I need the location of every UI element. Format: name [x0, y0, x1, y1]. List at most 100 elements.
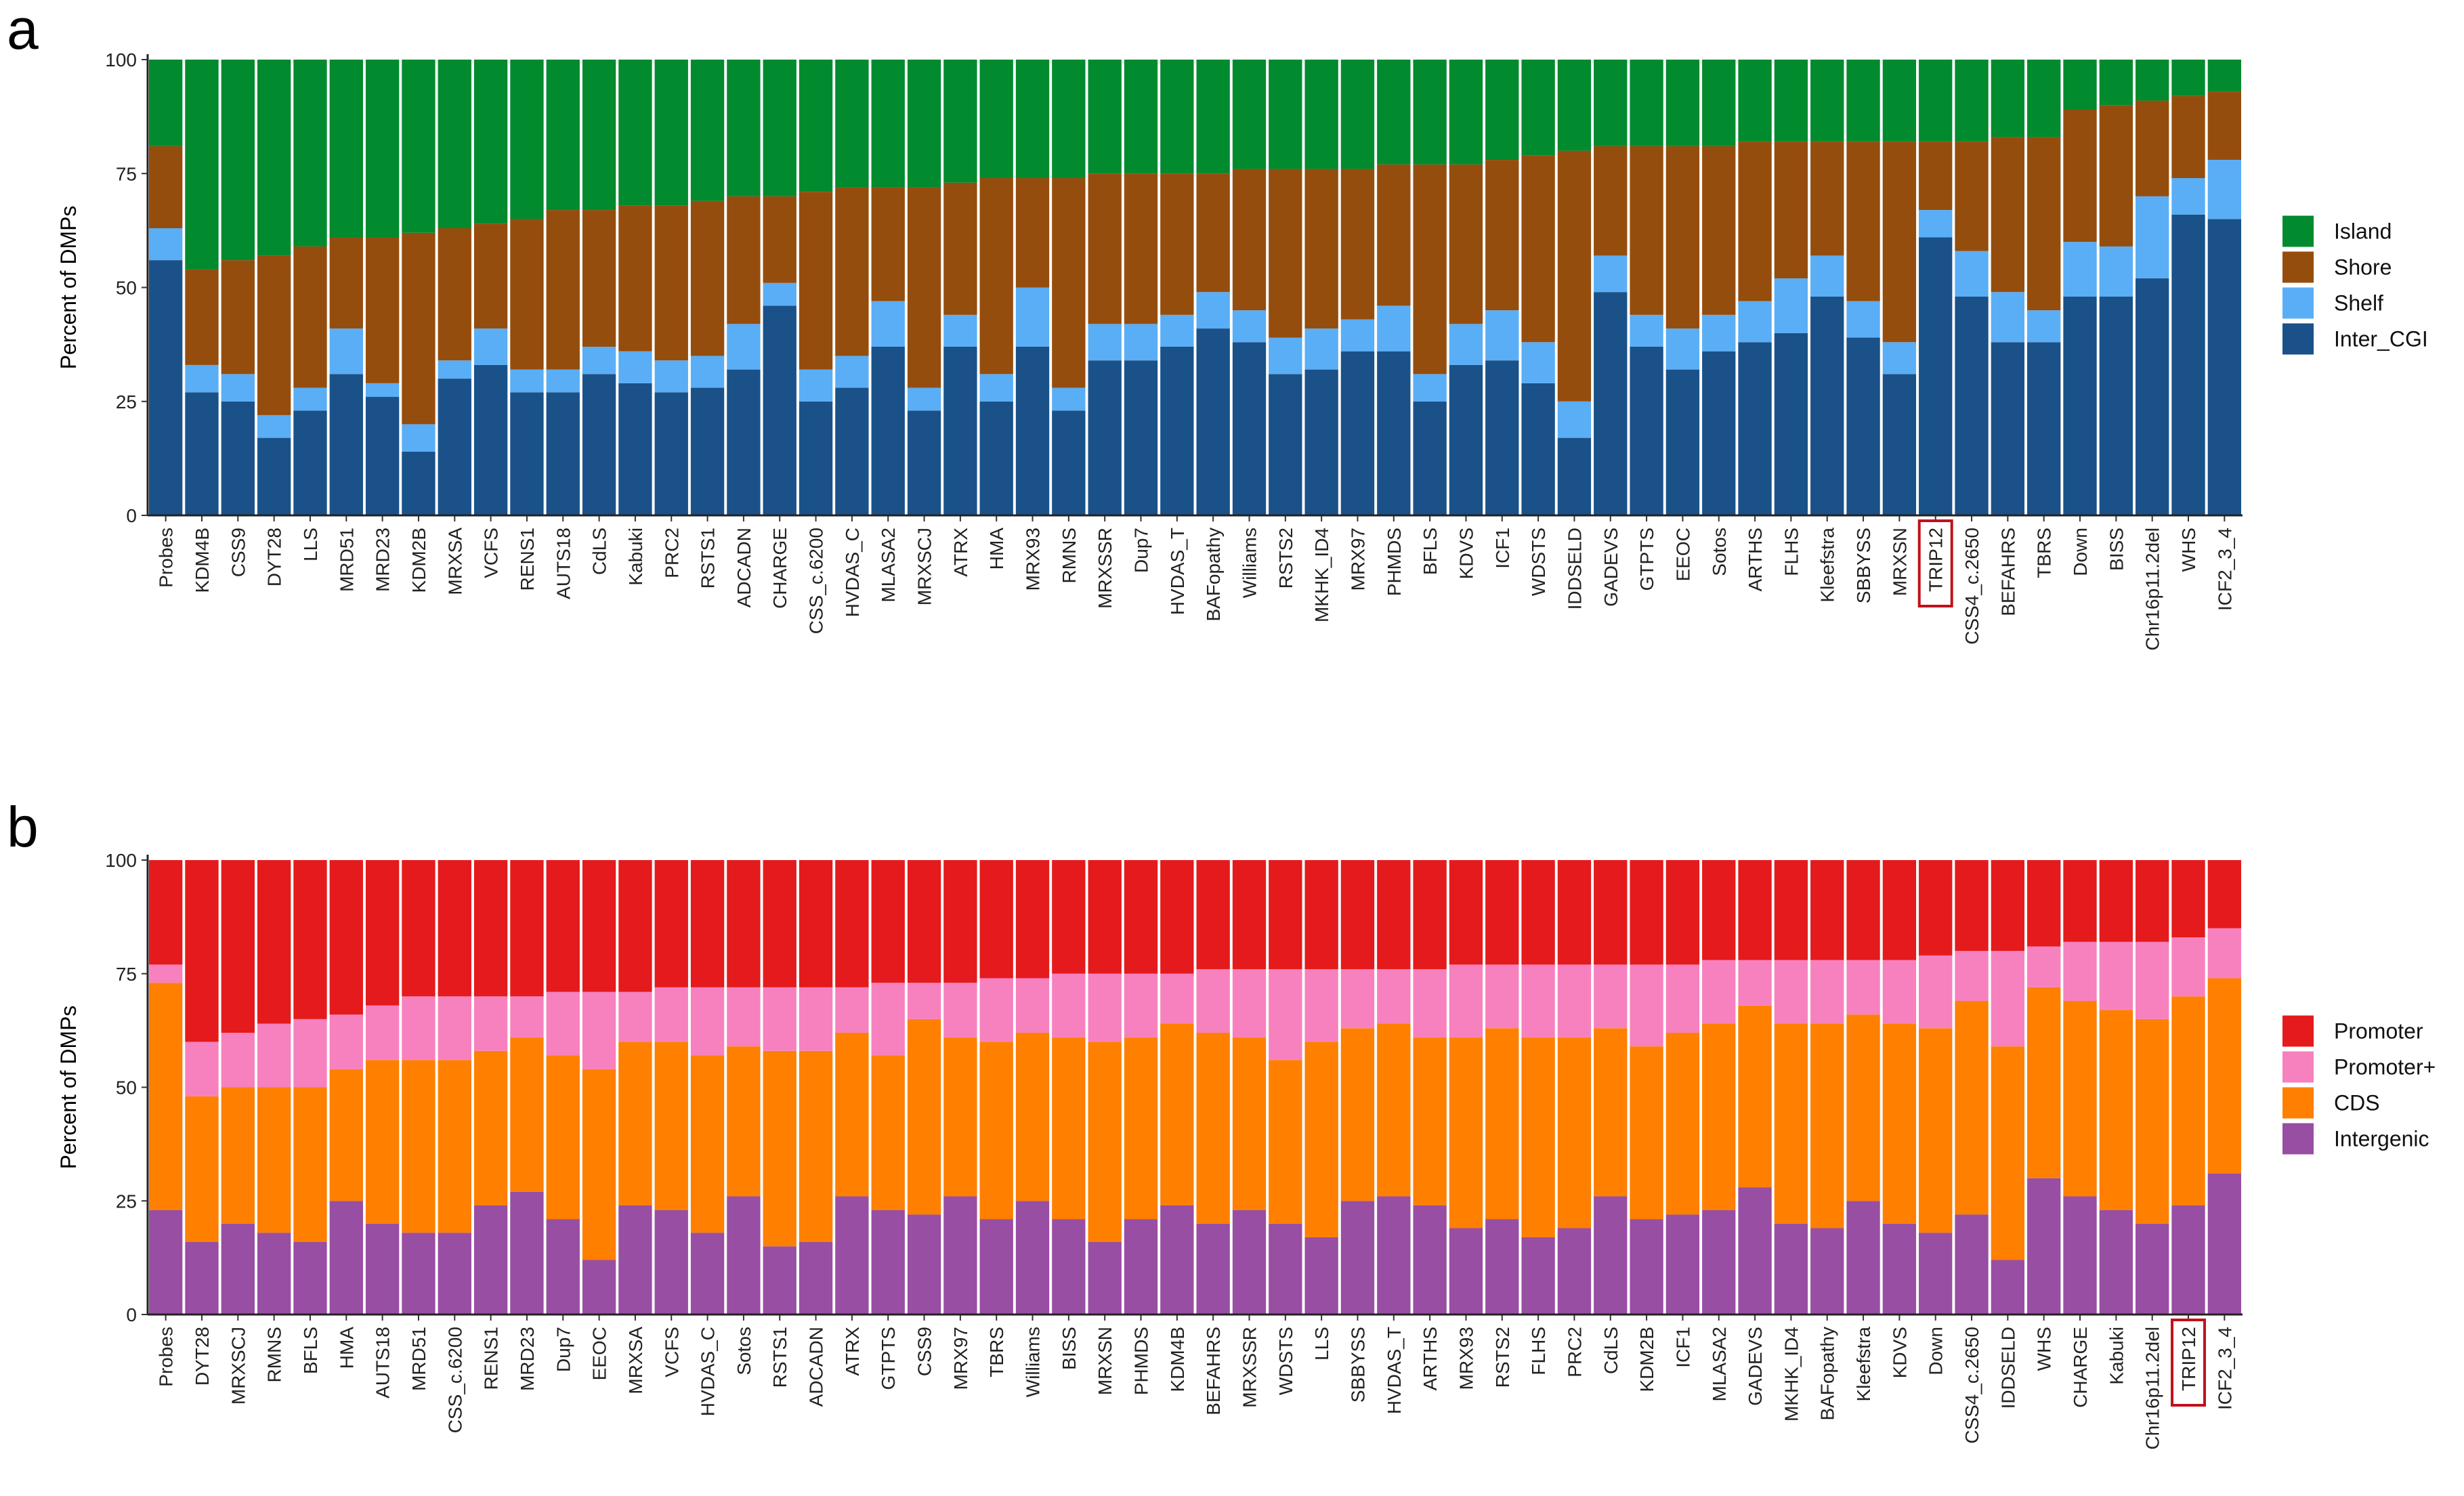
bar-segment: [546, 991, 580, 1056]
bar-group: [221, 860, 255, 1315]
bar-segment: [690, 860, 725, 987]
bar-group: [979, 60, 1013, 515]
bar-group: [1196, 60, 1230, 515]
legend-label: Intergenic: [2334, 1127, 2429, 1151]
legend-swatch: [2282, 251, 2314, 283]
bar-segment: [1340, 969, 1375, 1029]
bar-segment: [1594, 1028, 1628, 1197]
bar-group: [1449, 860, 1483, 1315]
bar-segment: [1304, 1042, 1338, 1237]
bar-group: [1521, 60, 1555, 515]
bar-segment: [546, 392, 580, 515]
bar-group: [727, 60, 761, 515]
bar-group: [365, 860, 400, 1315]
bar-segment: [835, 1196, 869, 1315]
bar-segment: [1991, 292, 2025, 343]
bar-group: [221, 60, 255, 515]
bar-segment: [1991, 60, 2025, 137]
x-tick-label: FLHS: [1528, 1327, 1549, 1375]
bar-segment: [329, 374, 363, 515]
bar-segment: [221, 1032, 255, 1088]
bar-segment: [365, 860, 400, 1006]
bar-segment: [2099, 941, 2133, 1010]
bar-segment: [149, 228, 183, 261]
bar-segment: [1665, 1032, 1700, 1215]
bar-segment: [1521, 860, 1555, 965]
panel-letter: b: [7, 795, 39, 859]
bar-segment: [690, 356, 725, 388]
bar-group: [365, 60, 400, 515]
x-tick-label: MRXSSR: [1239, 1327, 1260, 1408]
bar-segment: [293, 387, 327, 411]
x-tick-label: CHARGE: [2070, 1327, 2091, 1408]
bar-segment: [149, 964, 183, 983]
bar-segment: [149, 983, 183, 1210]
bar-segment: [1304, 328, 1338, 370]
bar-segment: [1015, 1201, 1050, 1315]
bar-segment: [1738, 1187, 1772, 1315]
bar-group: [438, 860, 471, 1315]
bar-segment: [257, 860, 291, 1024]
bar-segment: [1557, 964, 1592, 1038]
bar-segment: [2207, 60, 2241, 92]
bar-segment: [1810, 960, 1844, 1024]
bar-segment: [329, 328, 363, 375]
bar-segment: [438, 360, 471, 379]
bar-segment: [690, 387, 725, 515]
bar-segment: [1015, 177, 1050, 288]
bar-segment: [149, 60, 183, 146]
bar-segment: [1810, 296, 1844, 515]
bar-segment: [763, 305, 796, 515]
bar-segment: [618, 383, 652, 515]
bar-segment: [1919, 237, 1953, 515]
bar-segment: [943, 314, 977, 347]
x-tick-label: ADCADN: [806, 1327, 827, 1407]
bar-segment: [1846, 142, 1880, 301]
bar-segment: [2136, 941, 2169, 1019]
bar-segment: [402, 860, 436, 997]
bar-group: [329, 860, 363, 1315]
bar-segment: [690, 60, 725, 201]
bar-segment: [1991, 860, 2025, 952]
bar-group: [473, 60, 508, 515]
bar-group: [1738, 860, 1772, 1315]
bar-segment: [1160, 173, 1194, 315]
bar-segment: [510, 60, 544, 219]
bar-segment: [871, 187, 905, 301]
y-axis-title: Percent of DMPs: [56, 1006, 81, 1170]
bar-segment: [835, 1032, 869, 1197]
bar-segment: [1882, 60, 1917, 142]
x-tick-label: MRXSA: [625, 1327, 646, 1394]
bar-segment: [1304, 1237, 1338, 1315]
bar-segment: [293, 1087, 327, 1242]
bar-segment: [1991, 1260, 2025, 1315]
bar-segment: [943, 60, 977, 183]
bar-group: [618, 60, 652, 515]
x-tick-label: ATRX: [842, 1327, 863, 1376]
bar-group: [1846, 860, 1880, 1315]
bar-segment: [979, 1219, 1013, 1315]
bar-group: [799, 60, 833, 515]
bar-segment: [2136, 1223, 2169, 1315]
bar-segment: [365, 1005, 400, 1061]
bar-segment: [1413, 374, 1447, 402]
bar-segment: [727, 369, 761, 515]
x-tick-label: PRC2: [1564, 1327, 1585, 1377]
bar-segment: [1160, 860, 1194, 974]
bar-segment: [1702, 960, 1736, 1024]
bar-group: [943, 60, 977, 515]
bar-group: [2136, 860, 2169, 1315]
bar-segment: [2136, 860, 2169, 942]
bar-segment: [654, 1210, 688, 1315]
bar-group: [1340, 60, 1375, 515]
bar-segment: [402, 996, 436, 1061]
bar-segment: [221, 1087, 255, 1224]
bar-segment: [2027, 946, 2061, 987]
bar-segment: [546, 1219, 580, 1315]
bar-segment: [473, 1205, 508, 1315]
bar-group: [257, 60, 291, 515]
bar-group: [2099, 860, 2133, 1315]
bar-segment: [943, 1037, 977, 1197]
x-tick-label: Dup7: [553, 1327, 574, 1372]
x-tick-label: CSS_c.6200: [444, 1327, 465, 1433]
